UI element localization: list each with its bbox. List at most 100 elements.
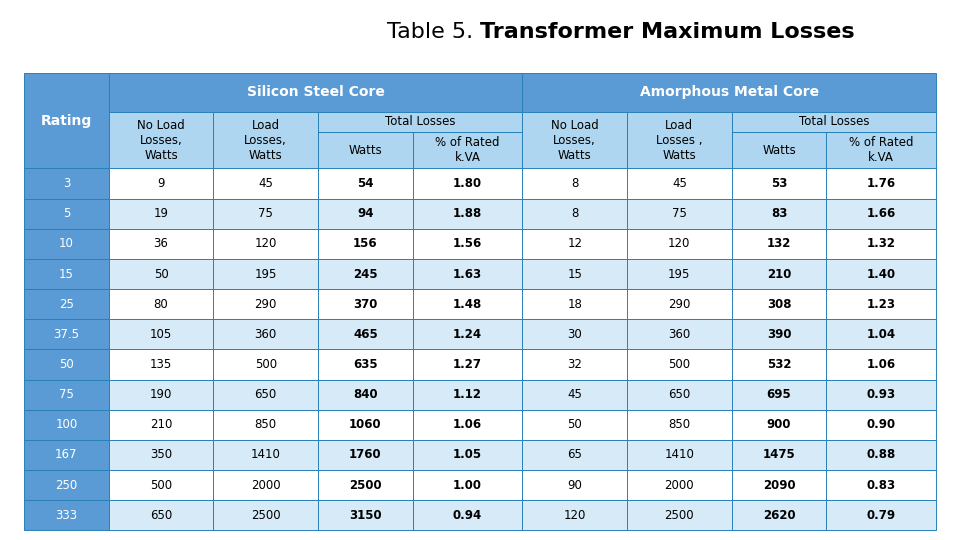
Text: Amorphous Metal Core: Amorphous Metal Core [639, 85, 819, 99]
Text: 2500: 2500 [251, 509, 280, 522]
Text: 50: 50 [59, 358, 74, 371]
Text: 1.06: 1.06 [453, 418, 482, 431]
Text: 30: 30 [567, 328, 582, 341]
Text: 1.05: 1.05 [453, 448, 482, 461]
Text: 83: 83 [771, 207, 787, 220]
Text: 9: 9 [157, 177, 165, 190]
Text: Load
Losses,
Watts: Load Losses, Watts [245, 119, 287, 161]
Text: 45: 45 [258, 177, 274, 190]
Text: Rating: Rating [40, 114, 92, 127]
Text: 370: 370 [353, 298, 377, 310]
Text: 1.48: 1.48 [453, 298, 482, 310]
Text: Transformer Maximum Losses: Transformer Maximum Losses [480, 22, 854, 43]
Text: 0.94: 0.94 [453, 509, 482, 522]
Text: 18: 18 [567, 298, 582, 310]
Text: 10: 10 [59, 238, 74, 251]
Text: 12: 12 [567, 238, 582, 251]
Text: 1410: 1410 [664, 448, 694, 461]
Text: 15: 15 [59, 267, 74, 280]
Text: 333: 333 [56, 509, 78, 522]
Text: 500: 500 [150, 478, 172, 491]
Text: 1.04: 1.04 [867, 328, 896, 341]
Text: 90: 90 [567, 478, 582, 491]
Text: 50: 50 [154, 267, 168, 280]
Text: 290: 290 [668, 298, 690, 310]
Text: 1.12: 1.12 [453, 388, 482, 401]
Text: Total Losses: Total Losses [799, 116, 869, 129]
Text: 290: 290 [254, 298, 276, 310]
Text: 120: 120 [254, 238, 276, 251]
Text: 1.40: 1.40 [867, 267, 896, 280]
Text: 210: 210 [150, 418, 172, 431]
Text: No Load
Losses,
Watts: No Load Losses, Watts [551, 119, 599, 161]
Text: 900: 900 [767, 418, 791, 431]
Text: 0.83: 0.83 [867, 478, 896, 491]
Text: 75: 75 [258, 207, 274, 220]
Text: 695: 695 [767, 388, 791, 401]
Text: 19: 19 [154, 207, 169, 220]
Text: Watts: Watts [762, 144, 796, 157]
Text: 3: 3 [62, 177, 70, 190]
Text: 105: 105 [150, 328, 172, 341]
Text: No Load
Losses,
Watts: No Load Losses, Watts [137, 119, 185, 161]
Text: 36: 36 [154, 238, 169, 251]
Text: 360: 360 [668, 328, 690, 341]
Text: 37.5: 37.5 [54, 328, 80, 341]
Text: 3150: 3150 [349, 509, 382, 522]
Text: 1.32: 1.32 [867, 238, 896, 251]
Text: Load
Losses ,
Watts: Load Losses , Watts [656, 119, 703, 161]
Text: 635: 635 [353, 358, 377, 371]
Text: 0.90: 0.90 [867, 418, 896, 431]
Text: 32: 32 [567, 358, 582, 371]
Text: 80: 80 [154, 298, 168, 310]
Text: 850: 850 [254, 418, 276, 431]
Text: 45: 45 [672, 177, 686, 190]
Text: 360: 360 [254, 328, 276, 341]
Text: 15: 15 [567, 267, 582, 280]
Text: 1.80: 1.80 [453, 177, 482, 190]
Text: 650: 650 [254, 388, 276, 401]
Text: 465: 465 [353, 328, 377, 341]
Text: 850: 850 [668, 418, 690, 431]
Text: 2500: 2500 [349, 478, 382, 491]
Text: 350: 350 [150, 448, 172, 461]
Text: 135: 135 [150, 358, 172, 371]
Text: 2000: 2000 [251, 478, 280, 491]
Text: 532: 532 [767, 358, 791, 371]
Text: % of Rated
k.VA: % of Rated k.VA [435, 136, 500, 164]
Text: % of Rated
k.VA: % of Rated k.VA [849, 136, 913, 164]
Text: 1.88: 1.88 [453, 207, 482, 220]
Text: 1.76: 1.76 [867, 177, 896, 190]
Text: 132: 132 [767, 238, 791, 251]
Text: 2000: 2000 [664, 478, 694, 491]
Text: 1410: 1410 [251, 448, 280, 461]
Text: 0.88: 0.88 [867, 448, 896, 461]
Text: 1.23: 1.23 [867, 298, 896, 310]
Text: 1760: 1760 [349, 448, 382, 461]
Text: 0.79: 0.79 [867, 509, 896, 522]
Text: 195: 195 [668, 267, 690, 280]
Text: 308: 308 [767, 298, 791, 310]
Text: 167: 167 [55, 448, 78, 461]
Text: 94: 94 [357, 207, 373, 220]
Text: 1.66: 1.66 [867, 207, 896, 220]
Text: 1060: 1060 [349, 418, 382, 431]
Text: 50: 50 [567, 418, 582, 431]
Text: 1.27: 1.27 [453, 358, 482, 371]
Text: 1475: 1475 [762, 448, 796, 461]
Text: 120: 120 [668, 238, 690, 251]
Text: 1.63: 1.63 [453, 267, 482, 280]
Text: 1.00: 1.00 [453, 478, 482, 491]
Text: 53: 53 [771, 177, 787, 190]
Text: 390: 390 [767, 328, 791, 341]
Text: 65: 65 [567, 448, 582, 461]
Text: 156: 156 [353, 238, 377, 251]
Text: 75: 75 [672, 207, 686, 220]
Text: 245: 245 [353, 267, 377, 280]
Text: 1.24: 1.24 [453, 328, 482, 341]
Text: 840: 840 [353, 388, 377, 401]
Text: 25: 25 [59, 298, 74, 310]
Text: 210: 210 [767, 267, 791, 280]
Text: 0.93: 0.93 [867, 388, 896, 401]
Text: 45: 45 [567, 388, 582, 401]
